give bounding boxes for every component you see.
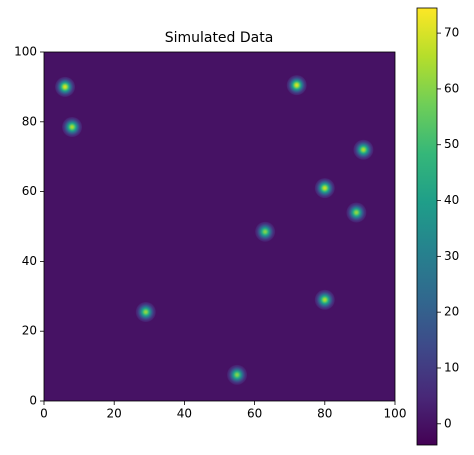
y-tick-label: 20 bbox=[22, 324, 37, 338]
source bbox=[314, 178, 335, 199]
colorbar-tick-label: 50 bbox=[444, 137, 459, 151]
y-tick-label: 40 bbox=[22, 254, 37, 268]
source bbox=[255, 221, 276, 242]
y-tick-label: 100 bbox=[14, 45, 37, 59]
source bbox=[346, 202, 367, 223]
x-tick-label: 40 bbox=[177, 407, 192, 421]
plot-frame bbox=[43, 51, 396, 402]
source bbox=[135, 302, 156, 323]
source bbox=[353, 139, 374, 160]
source bbox=[227, 364, 248, 385]
chart-title: Simulated Data bbox=[165, 30, 274, 46]
x-tick-label: 60 bbox=[247, 407, 262, 421]
x-tick-label: 0 bbox=[40, 407, 48, 421]
colorbar-tick-label: 60 bbox=[444, 81, 459, 95]
source bbox=[314, 289, 335, 310]
colorbar bbox=[416, 7, 438, 446]
colorbar-tick-label: 20 bbox=[444, 305, 459, 319]
colorbar-tick-label: 10 bbox=[444, 360, 459, 374]
colorbar-tick-label: 40 bbox=[444, 193, 459, 207]
x-tick-label: 20 bbox=[107, 407, 122, 421]
colorbar-tick-label: 70 bbox=[444, 26, 459, 40]
x-tick-label: 100 bbox=[384, 407, 407, 421]
source bbox=[62, 117, 83, 138]
source bbox=[55, 76, 76, 97]
background bbox=[44, 52, 395, 401]
colorbar-tick-label: 30 bbox=[444, 249, 459, 263]
y-tick-label: 60 bbox=[22, 184, 37, 198]
source bbox=[286, 75, 307, 96]
y-tick-label: 80 bbox=[22, 114, 37, 128]
colorbar-tick-label: 0 bbox=[444, 416, 452, 430]
x-tick-label: 80 bbox=[317, 407, 332, 421]
y-tick-label: 0 bbox=[29, 394, 37, 408]
